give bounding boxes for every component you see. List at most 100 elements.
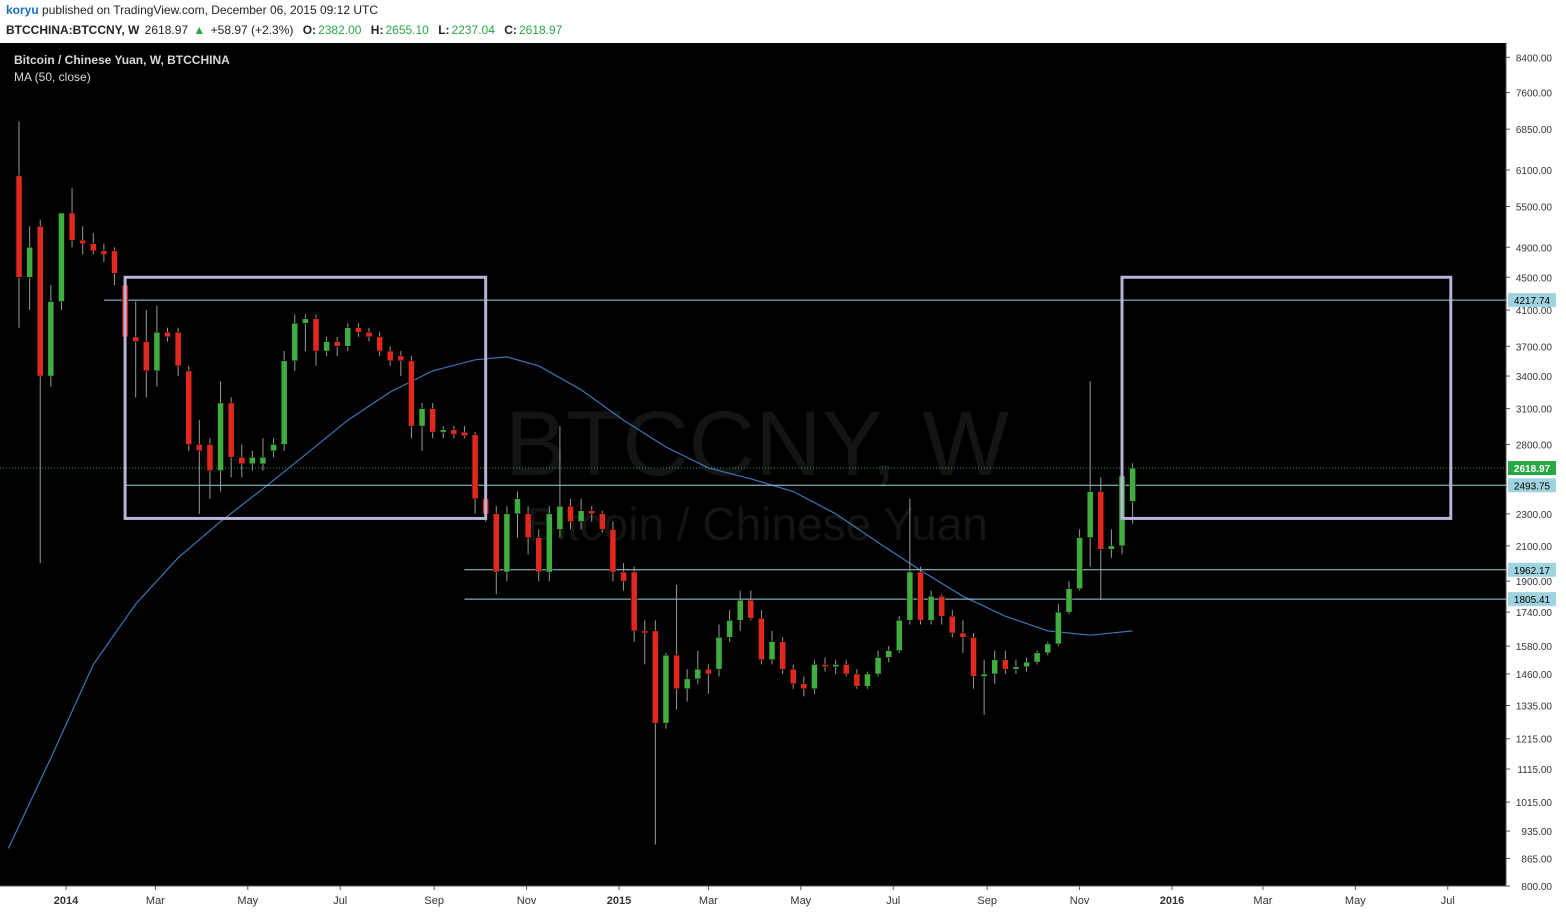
price-tick-label: 4900.00 (1516, 243, 1553, 254)
candle-down (493, 513, 500, 573)
candle-up (344, 327, 352, 347)
candle-up (864, 673, 871, 687)
published-text: published on TradingView.com, December 0… (42, 3, 379, 17)
price-tick-label: 4100.00 (1516, 306, 1553, 317)
candle-up (503, 513, 511, 573)
candle-up (302, 318, 309, 324)
price-tick-label: 6850.00 (1516, 125, 1553, 136)
price-tags: 4217.74 2493.75 1962.17 1805.41 2618.97 (1508, 293, 1556, 607)
chart-background (0, 43, 1506, 886)
time-tick-label: Nov (517, 895, 537, 907)
last-price-tag (1508, 461, 1556, 476)
price-tick-label: 1215.00 (1516, 735, 1553, 746)
candle-up (153, 331, 161, 372)
time-tick-label: May (790, 895, 811, 907)
drawn-rectangles (123, 275, 1453, 520)
time-tick-label: Mar (146, 895, 165, 907)
candle-up (514, 498, 521, 515)
time-tick-label: Sep (977, 895, 997, 907)
moving-average-series (7, 356, 1133, 849)
candle-up (1086, 491, 1094, 538)
level-price-tag (1508, 562, 1556, 577)
time-tick-label: Nov (1070, 895, 1090, 907)
candle-up (217, 402, 224, 471)
time-axis-ticks: 2014 Mar May Jul Sep Nov 2015 Mar May Jul Sep Nov 20… (54, 886, 1455, 907)
candle-down (630, 571, 638, 632)
candle-down (333, 341, 341, 347)
candle-up (811, 664, 818, 690)
low-value: 2237.04 (451, 23, 495, 37)
time-tick-label: Mar (699, 895, 718, 907)
candle-down (641, 630, 649, 634)
candle-down (365, 331, 373, 338)
level-price-tag-label: 4217.74 (1514, 296, 1551, 307)
price-tick-label: 3700.00 (1516, 342, 1553, 353)
candle-up (440, 429, 447, 433)
candle-down (843, 664, 850, 675)
candle-up (832, 664, 839, 668)
author-link[interactable]: koryu (6, 3, 39, 17)
candle-down (599, 513, 606, 530)
candle-up (927, 596, 935, 621)
price-chart[interactable]: BTCCNY, W Bitcoin / Chinese Yuan 8400.00… (0, 43, 1566, 917)
candle-up (662, 654, 670, 724)
chart-title: Bitcoin / Chinese Yuan, W, BTCCHINA (14, 53, 230, 67)
candle-down (789, 668, 797, 685)
time-tick-label: May (1345, 895, 1366, 907)
candle-up (418, 408, 426, 427)
price-tick-label: 2300.00 (1516, 510, 1553, 521)
price-tick-label: 1740.00 (1516, 608, 1553, 619)
close-value: 2618.97 (518, 23, 563, 37)
candle-down (471, 434, 479, 500)
up-arrow-icon: ▲ (193, 23, 206, 37)
candle-up (874, 657, 882, 675)
range-box (123, 275, 488, 520)
candle-down (970, 637, 977, 677)
candle-down (524, 513, 532, 538)
price-axis-ticks: 8400.00 7600.00 6850.00 6100.00 5500.00 4900.… (1506, 53, 1552, 893)
candle-down (535, 537, 542, 573)
candle-down (36, 226, 44, 377)
low-label: L: (438, 23, 450, 37)
price-tick-label: 2800.00 (1516, 440, 1553, 451)
level-price-tag (1508, 293, 1556, 308)
candle-up (896, 620, 903, 651)
candle-down (386, 350, 394, 362)
candle-down (853, 673, 861, 687)
time-axis-panel[interactable] (0, 886, 1566, 917)
price-tick-label: 1335.00 (1516, 702, 1553, 713)
candle-down (196, 444, 203, 452)
price-tick-label: 935.00 (1521, 827, 1552, 838)
candle-up (885, 650, 892, 658)
candle-down (238, 457, 245, 465)
candle-down (376, 336, 383, 352)
candle-up (1044, 643, 1052, 654)
candle-down (408, 360, 415, 427)
time-tick-label: Jul (886, 895, 900, 907)
candle-down (652, 630, 659, 724)
candle-up (1065, 588, 1073, 613)
price-tick-label: 8400.00 (1516, 53, 1553, 64)
level-price-tag-label: 1805.41 (1514, 595, 1551, 606)
price-tick-label: 1115.00 (1517, 765, 1552, 776)
candle-down (111, 250, 118, 274)
candle-down (397, 355, 405, 362)
high-label: H: (370, 23, 384, 37)
price-tick-label: 1900.00 (1516, 577, 1553, 588)
high-value: 2655.10 (385, 23, 429, 37)
open-value: 2382.00 (318, 23, 362, 37)
level-price-tag (1508, 592, 1556, 607)
candle-up (1012, 666, 1020, 670)
candle-up (906, 571, 914, 621)
price-tick-label: 2100.00 (1516, 542, 1553, 553)
time-tick-label: 2014 (54, 895, 79, 907)
candle-up (715, 637, 723, 670)
candle-up (980, 673, 988, 677)
time-tick-label: 2016 (1160, 895, 1184, 907)
candle-down (79, 239, 86, 244)
candle-down (1002, 659, 1009, 670)
time-tick-label: May (237, 895, 258, 907)
candle-up (683, 678, 691, 690)
horizontal-levels (0, 299, 1506, 600)
price-tick-label: 6100.00 (1516, 166, 1553, 177)
